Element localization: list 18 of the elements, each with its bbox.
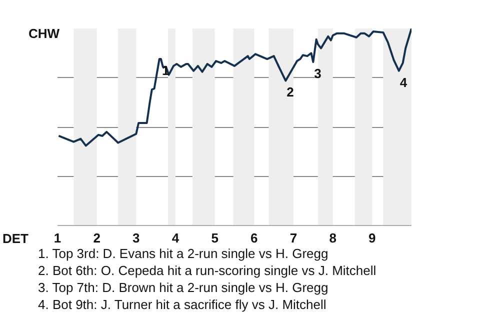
x-tick-label: 6 <box>250 230 258 246</box>
text: DET <box>2 231 29 246</box>
text: 3. Top 7th: D. Brown hit a 2-run single vs H. Gregg <box>38 279 328 296</box>
x-tick-label: 7 <box>290 230 298 246</box>
x-tick-label: 2 <box>93 230 100 246</box>
text: 4. Bot 9th: J. Turner hit a sacrifice fly vs J. Mitchell <box>38 296 326 313</box>
x-tick-label: 3 <box>132 230 140 246</box>
annotation: 2 <box>286 84 294 100</box>
x-tick-label: 8 <box>329 230 336 246</box>
text: 1. Top 3rd: D. Evans hit a 2-run single vs H. Gregg <box>38 245 328 262</box>
x-tick-label: 4 <box>172 230 180 246</box>
x-tick-label: 5 <box>211 230 218 246</box>
text: 2. Bot 6th: O. Cepeda hit a run-scoring single vs J. Mitchell <box>38 262 376 279</box>
annotation: 3 <box>314 66 322 81</box>
annotation: 4 <box>400 74 408 90</box>
x-tick-label: 1 <box>54 230 62 246</box>
x-tick-label: 9 <box>368 230 376 246</box>
annotation: CHW <box>28 26 60 41</box>
